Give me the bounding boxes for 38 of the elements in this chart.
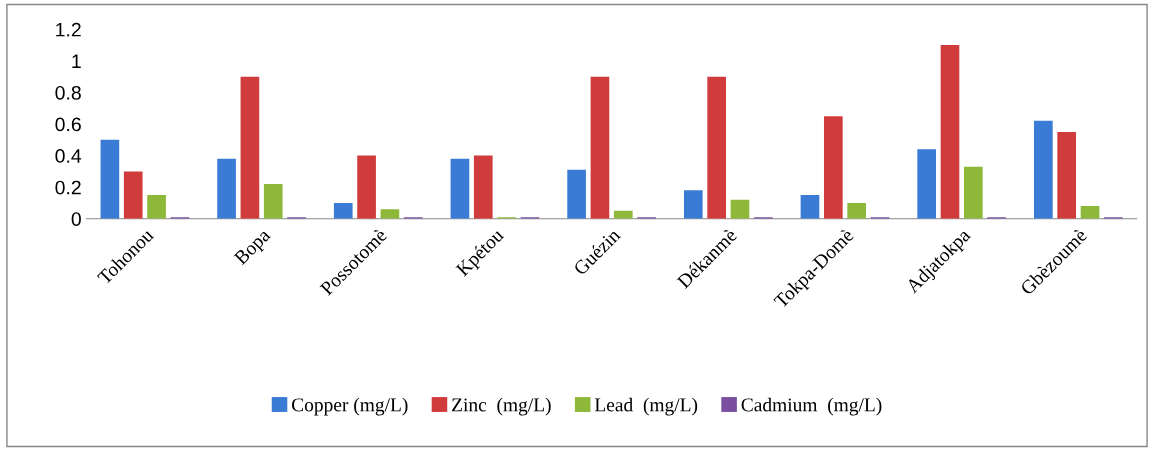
legend-label: Lead (mg/L) [594,397,698,416]
bar [473,155,493,219]
y-tick-label: 0.2 [55,180,81,195]
x-tick-label: Bopa [233,227,274,269]
legend-label: Cadmium (mg/L) [741,397,882,416]
y-tick-label: 0.4 [55,149,82,163]
bar [147,195,166,219]
bar [847,202,866,219]
legend-label: Copper (mg/L) [291,397,408,416]
y-tick-label: 0 [71,212,81,226]
bar [613,210,633,219]
bar [964,166,983,219]
bar [357,155,376,219]
bar [683,190,703,219]
y-tick-label: 1 [72,54,81,68]
bar [800,195,820,219]
bar [940,45,960,219]
y-tick-label: 1.2 [56,22,81,37]
bar [450,158,470,219]
bar [1057,131,1077,219]
y-tick-label: 0.8 [55,85,81,100]
legend-label: Zinc (mg/L) [452,397,551,416]
bar [333,202,353,219]
bar [263,184,283,219]
bar [217,158,236,219]
bar [240,76,260,219]
bar [823,116,843,219]
bar [567,169,586,219]
bar [1034,120,1053,219]
bar [123,171,143,219]
bar [380,209,400,219]
bar [1080,206,1100,219]
bar [707,76,726,219]
bar [590,76,610,219]
bar [730,199,750,219]
bar [917,149,936,219]
y-tick-label: 0.6 [55,117,81,132]
bar [100,139,120,219]
